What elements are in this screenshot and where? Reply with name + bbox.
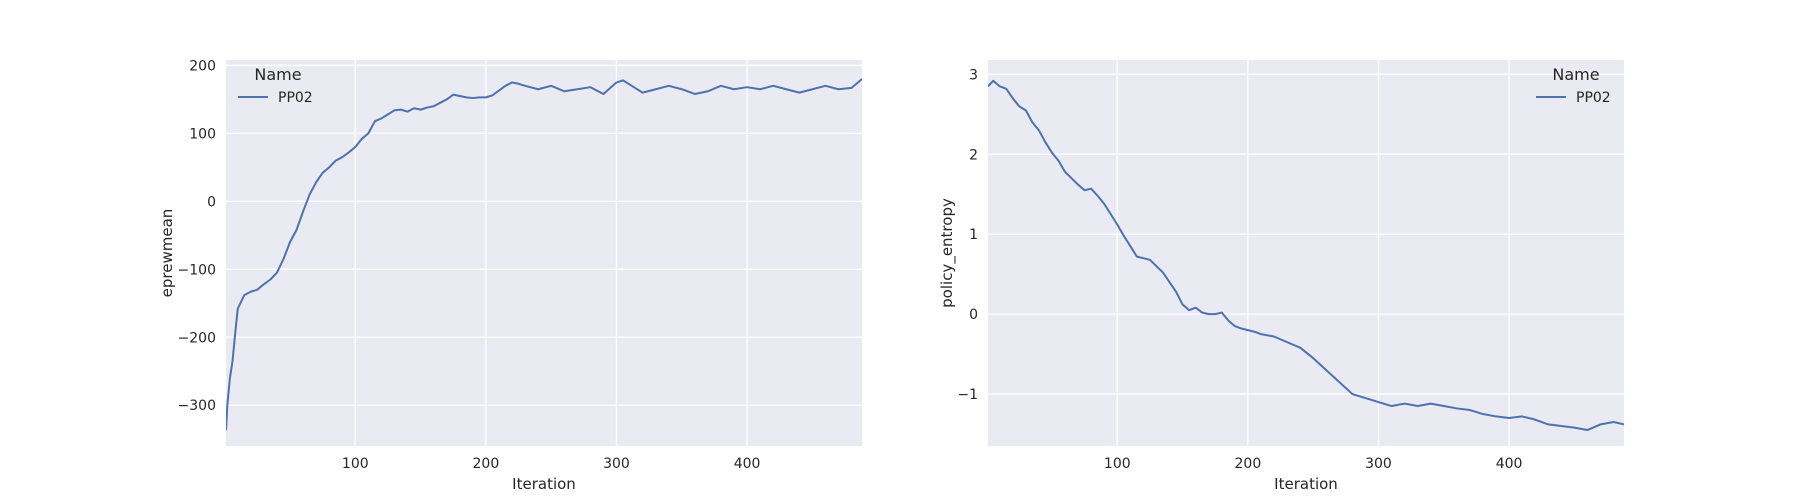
- x-tick-label: 200: [473, 456, 500, 472]
- legend-title: Name: [1552, 65, 1599, 84]
- series-line-pp02: [988, 79, 1624, 432]
- y-tick-label: −100: [178, 262, 216, 278]
- y-tick-label: 3: [969, 67, 978, 83]
- legend: Name PP02: [1536, 65, 1611, 106]
- y-tick-label: 0: [969, 307, 978, 323]
- x-axis-label: Iteration: [1274, 475, 1338, 493]
- legend: Name PP02: [238, 65, 313, 106]
- chart-policy-entropy: 100 200 300 400 −1 0 1 2 3 Iteration policy_entrop…: [938, 60, 1624, 493]
- y-axis-label: policy_entropy: [938, 198, 957, 308]
- y-tick-label: 100: [189, 126, 216, 142]
- y-tick-label: −200: [178, 330, 216, 346]
- y-tick-label: 0: [207, 194, 216, 210]
- plot-area: [988, 60, 1624, 446]
- x-tick-label: 300: [603, 456, 630, 472]
- x-tick-label: 100: [342, 456, 369, 472]
- x-tick-label: 300: [1365, 456, 1392, 472]
- x-tick-label: 400: [734, 456, 761, 472]
- legend-title: Name: [254, 65, 301, 84]
- y-tick-label: 2: [969, 147, 978, 163]
- y-axis-label: eprewmean: [158, 209, 176, 298]
- x-tick-label: 100: [1104, 456, 1131, 472]
- x-tick-label: 400: [1496, 456, 1523, 472]
- plot-area: [226, 60, 862, 446]
- series-line-pp02: [226, 78, 862, 431]
- x-tick-label: 200: [1235, 456, 1262, 472]
- y-tick-label: −1: [957, 387, 978, 403]
- y-tick-label: 1: [969, 227, 978, 243]
- y-tick-label: −300: [178, 398, 216, 414]
- legend-entry: PP02: [278, 90, 313, 106]
- x-axis-label: Iteration: [512, 475, 576, 493]
- chart-eprewmean: 100 200 300 400 −300 −200 −100 0 100 200 Iteration…: [158, 58, 862, 493]
- legend-entry: PP02: [1576, 90, 1611, 106]
- y-tick-label: 200: [189, 58, 216, 74]
